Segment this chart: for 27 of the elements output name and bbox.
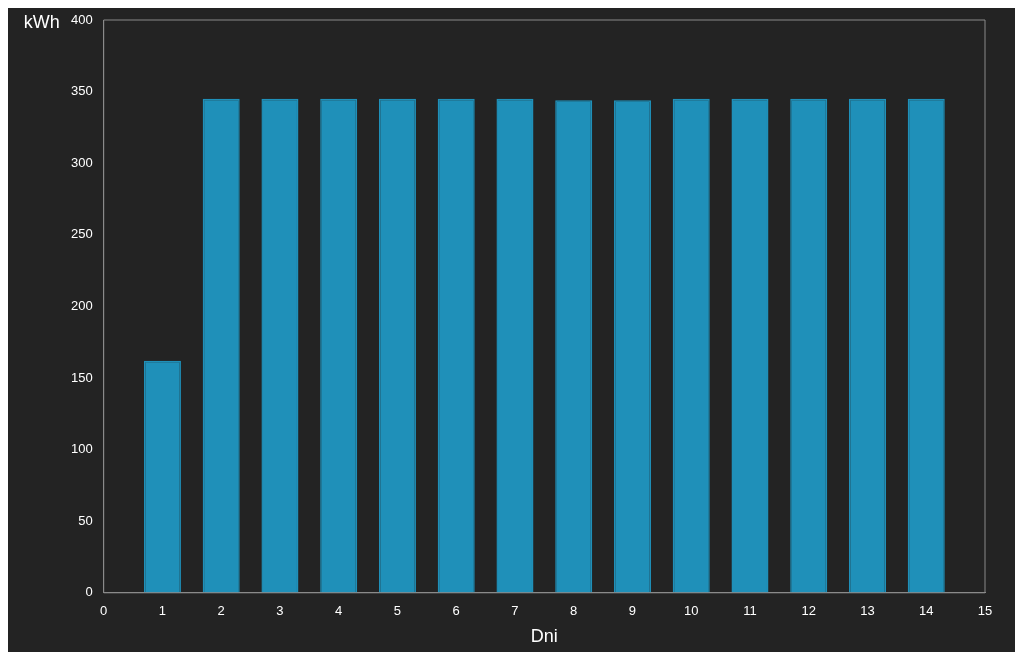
- x-tick-label: 6: [452, 603, 460, 619]
- y-tick-label: 0: [85, 584, 93, 600]
- y-tick-label: 200: [70, 297, 93, 313]
- x-tick-label: 2: [217, 603, 225, 619]
- x-tick-label: 15: [977, 603, 993, 619]
- y-tick-label: 250: [70, 226, 93, 242]
- x-tick-label: 13: [860, 603, 875, 619]
- x-tick-label: 3: [276, 603, 284, 619]
- x-tick-label: 12: [801, 603, 816, 619]
- y-tick-label: 350: [70, 83, 93, 99]
- y-axis-title: kWh: [23, 11, 60, 32]
- x-tick-label: 14: [919, 603, 934, 619]
- y-tick-label: 150: [70, 369, 93, 385]
- x-tick-label: 5: [393, 603, 402, 619]
- x-tick-label: 4: [335, 603, 343, 619]
- y-tick-label: 300: [70, 154, 93, 170]
- y-tick-label: 100: [70, 441, 93, 457]
- x-tick-label: 1: [158, 603, 167, 619]
- y-tick-label: 50: [78, 512, 93, 528]
- x-tick-label: 0: [100, 603, 108, 619]
- x-tick-label: 7: [511, 603, 519, 619]
- x-tick-label: 11: [743, 603, 757, 619]
- x-tick-label: 9: [628, 603, 637, 619]
- y-tick-label: 400: [70, 11, 93, 27]
- x-axis-title: Dni: [530, 626, 558, 647]
- x-tick-label: 10: [684, 603, 699, 619]
- x-tick-label: 8: [570, 603, 578, 619]
